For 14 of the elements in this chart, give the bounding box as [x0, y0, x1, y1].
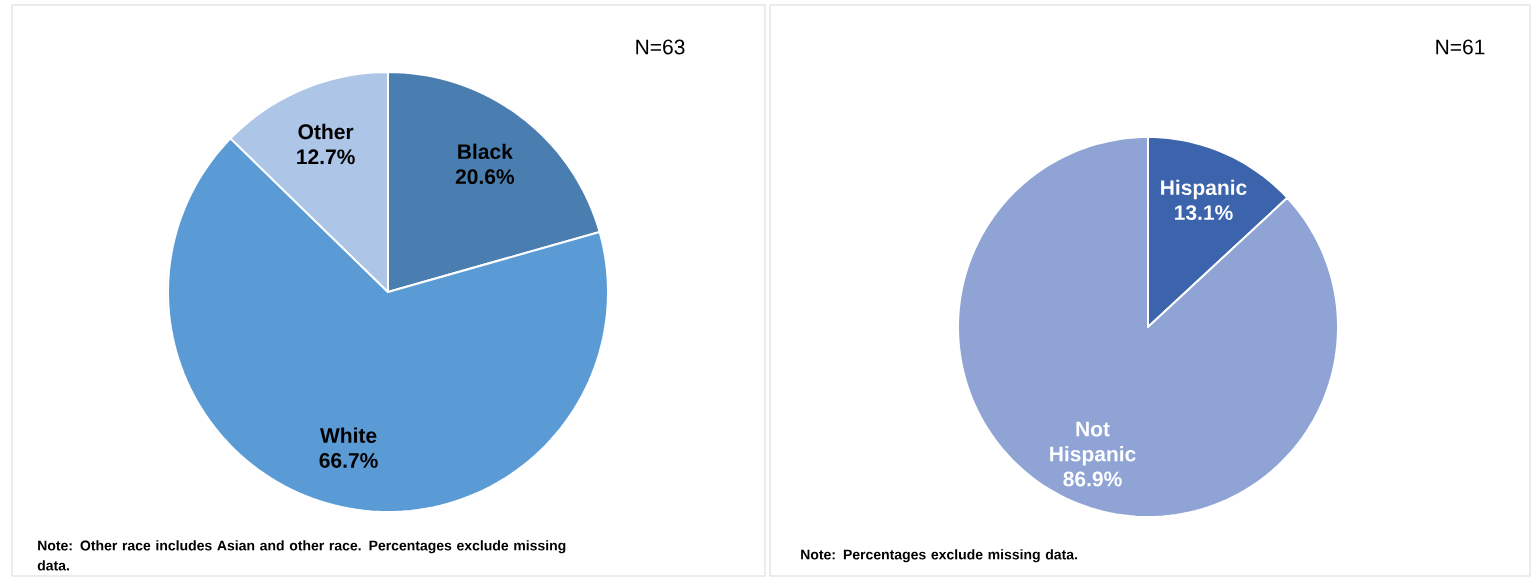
data-label: 66.7% — [319, 453, 378, 468]
data-label: 86.9% — [1063, 471, 1122, 487]
data-label: 13.1% — [1175, 205, 1233, 221]
slice-label: Black — [458, 143, 513, 160]
text: Note: Percentages exclude missing data. — [801, 549, 1077, 563]
slice-label: White — [319, 427, 377, 443]
text: Note: Other race includes Asian and other race. Percentages exclude missing data. — [37, 540, 566, 571]
data-label: 20.6% — [455, 169, 515, 185]
slice-label: Not Hispanic — [1050, 421, 1136, 466]
text: N=61 — [1436, 39, 1485, 55]
data-label: 12.7% — [297, 149, 355, 165]
slice-label: Other — [298, 123, 354, 140]
slice-label: Hispanic — [1161, 179, 1247, 200]
text: N=63 — [636, 39, 685, 55]
